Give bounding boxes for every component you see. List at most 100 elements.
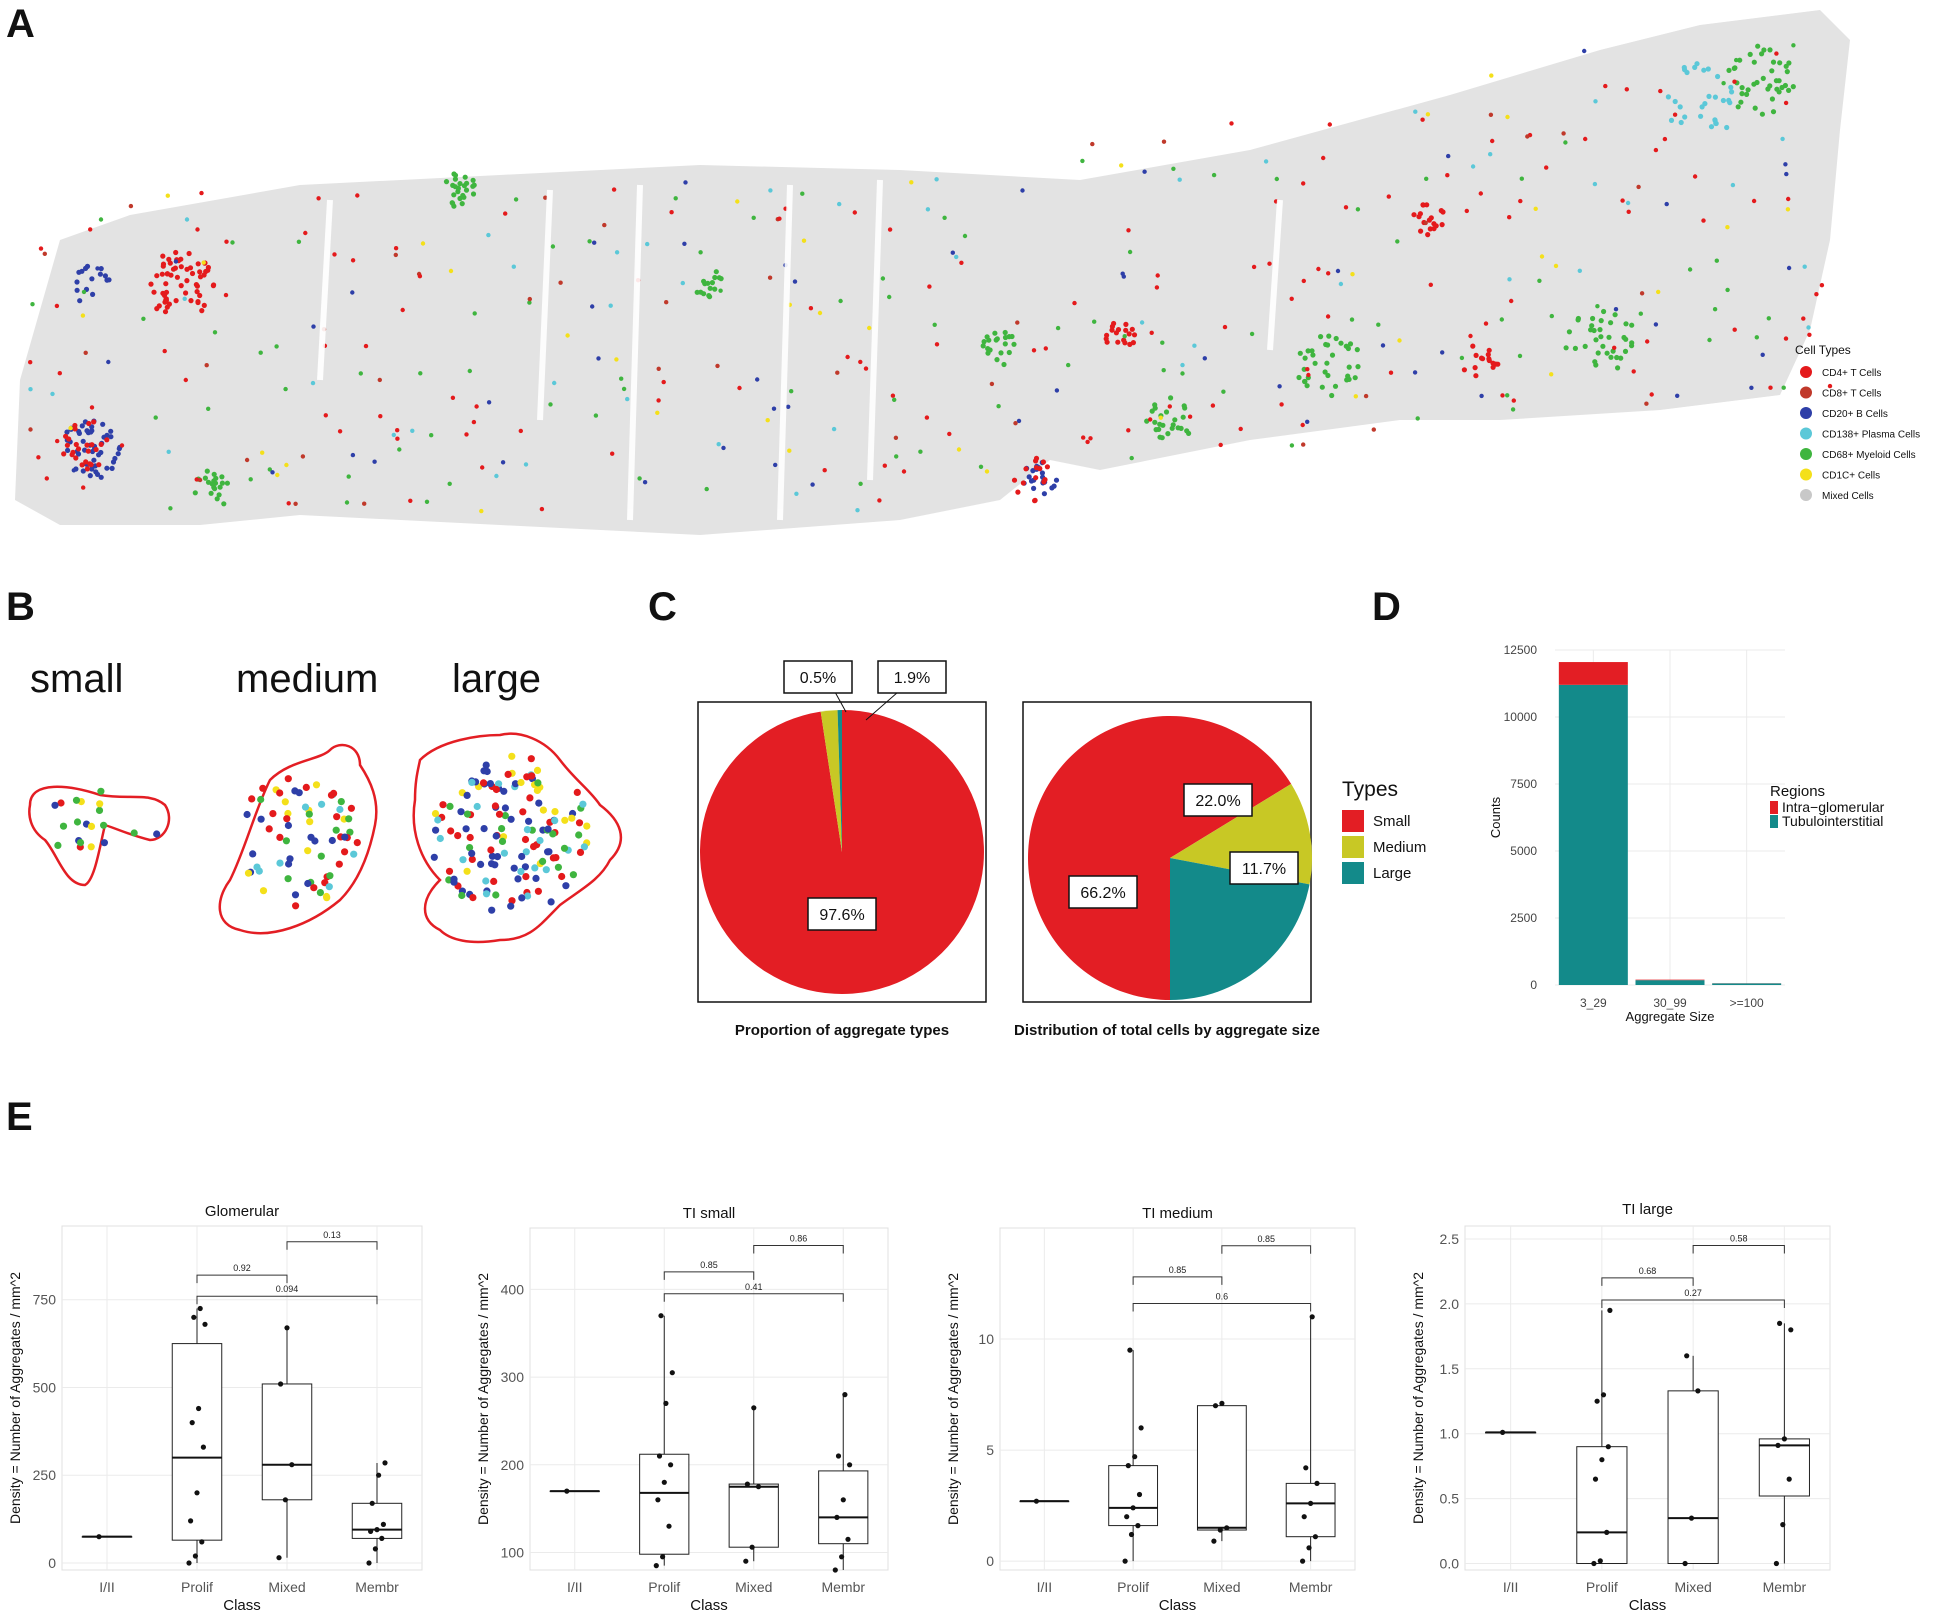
cell-dot [1037,466,1043,472]
boxplot-ti-large: 0.0 0.5 1.0 1.5 2.0 2.5 I/II Prolif Mixed Membr 0.… [1410,1201,1831,1614]
cell-dot [1604,350,1610,356]
cell-dot [204,468,210,474]
ytick-label: 750 [33,1292,57,1308]
data-point [368,1528,374,1534]
aggregate-cell-dot [549,830,557,838]
cell-dot [831,426,837,432]
aggregate-cell-dot [526,794,534,802]
cell-dot [1735,104,1741,110]
aggregate-cell-dot [486,780,494,788]
aggregate-cell-dot [545,848,553,856]
data-point [1212,1403,1219,1409]
cell-dot [558,280,563,285]
cell-dot [1485,352,1491,358]
cell-dot [1730,182,1736,188]
cell-dot [1031,348,1037,353]
cell-dot [837,201,842,207]
aggregate-cell-dot [569,871,578,879]
cell-dot [552,380,557,386]
cell-dot [765,418,770,423]
aggregate-cell-dot [568,814,576,822]
cell-dot [1636,184,1641,190]
cell-dot [1505,393,1510,398]
cell-dot [1123,327,1129,333]
cell-dot [1263,159,1269,164]
aggregate-cell-dot [551,808,559,816]
xaxis-label: Class [223,1597,261,1614]
cell-dot [1015,320,1020,325]
cell-dot [1779,84,1785,91]
cell-dot [1589,323,1595,329]
pie-slice-medium [820,710,842,852]
cell-dot [713,269,719,275]
ytick-label: 1.5 [1440,1361,1460,1377]
ytick-label: 5 [986,1442,994,1458]
cell-dot [527,296,532,302]
cell-dot [284,462,289,468]
cell-dot [1026,474,1032,480]
cell-dot [1761,47,1767,53]
cell-dot [1210,403,1216,408]
aggregate-cell-dot [492,785,500,794]
boxplot-ti-small: 100 200 300 400 I/II Prolif Mixed Membr 0.86 0.85… [475,1205,889,1614]
cell-dot [1115,339,1121,345]
cell-dot [1388,370,1394,375]
cell-dot [1054,388,1060,393]
p-value-label: 0.85 [1257,1234,1275,1244]
cell-dot [224,480,230,486]
cell-dot [1446,153,1451,159]
cell-dot [199,190,204,196]
aggregate-cell-dot [304,879,312,888]
aggregate-cell-dot [97,787,105,795]
p-value-label: 0.58 [1730,1233,1748,1243]
pie-label-box [807,897,877,931]
cell-dot [463,187,470,193]
density-box-plots: 0 250 500 750 I/II Prolif Mixed Membr 0.13 0.92 0.… [7,1201,1831,1614]
cell-legend-swatch [1800,407,1812,419]
cell-dot [890,393,896,398]
cell-dot [80,313,86,318]
box [351,1502,403,1539]
pie-slice-large [837,710,842,852]
xtick-label: Prolif [1586,1579,1618,1595]
cell-dot [887,227,893,232]
cell-dot [1277,384,1282,389]
cell-dot [378,414,383,419]
cell-dot [362,501,367,506]
aggregate-cell-dot [446,802,454,810]
cell-dot [1780,136,1785,142]
yaxis-label: Density = Number of Aggregates / mm^2 [1410,1272,1426,1524]
cell-dot [372,459,377,464]
cell-dot [1023,466,1029,472]
cell-dot [202,475,208,481]
aggregate-cell-dot [353,839,361,847]
cell-dot [925,207,931,212]
cell-dot [1040,459,1046,465]
aggregate-cell-dot [431,810,440,818]
cell-dot [210,283,216,289]
cell-dot [1238,426,1243,432]
cell-dot [1144,418,1150,424]
data-point [1306,1545,1312,1551]
cell-dot [1631,369,1636,374]
cell-dot [1111,320,1117,327]
pie-slice-large [1170,858,1310,1000]
cell-dot [400,307,405,313]
cell-dot [1020,480,1026,486]
cell-dot [767,275,773,280]
aggregate-cell-dot [283,815,291,823]
cell-dot [704,486,709,492]
cell-dot [464,432,469,437]
aggregate-cell-dot [325,883,333,891]
cell-dot [1123,321,1129,327]
aggregate-cell-dot [76,839,85,847]
cell-dot [85,448,91,454]
aggregate-cell-dot [511,780,520,788]
cell-dot [543,195,548,200]
cell-dot [212,480,219,486]
data-point [840,1497,846,1503]
cell-dot [270,470,275,475]
significance-bracket [286,1241,378,1250]
cell-dot [934,342,940,347]
cell-dot [1016,418,1022,424]
